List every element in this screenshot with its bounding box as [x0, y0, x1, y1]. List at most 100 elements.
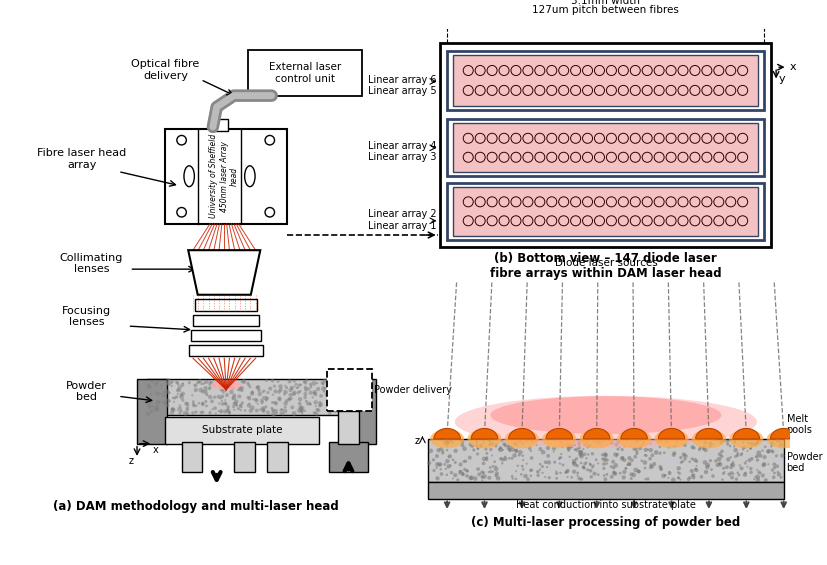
Circle shape: [198, 388, 203, 392]
Circle shape: [654, 133, 664, 144]
Circle shape: [179, 394, 184, 399]
Circle shape: [185, 408, 189, 412]
Circle shape: [630, 439, 632, 441]
Circle shape: [677, 471, 679, 473]
Circle shape: [288, 398, 291, 401]
Circle shape: [265, 379, 268, 382]
Circle shape: [690, 216, 700, 226]
Circle shape: [170, 407, 174, 411]
Circle shape: [771, 449, 773, 452]
Circle shape: [748, 458, 752, 462]
Circle shape: [588, 445, 590, 447]
Circle shape: [177, 136, 186, 145]
Circle shape: [239, 386, 244, 390]
Circle shape: [317, 408, 320, 412]
Circle shape: [476, 444, 478, 447]
Circle shape: [463, 66, 473, 76]
Circle shape: [485, 456, 488, 459]
Circle shape: [330, 409, 332, 411]
Circle shape: [514, 449, 519, 453]
Circle shape: [480, 475, 485, 479]
Circle shape: [297, 408, 301, 413]
Circle shape: [221, 402, 224, 406]
Circle shape: [602, 467, 605, 470]
Circle shape: [736, 453, 739, 457]
Circle shape: [731, 463, 735, 467]
Circle shape: [325, 392, 329, 396]
Circle shape: [623, 458, 626, 462]
Circle shape: [313, 392, 318, 396]
Circle shape: [643, 454, 646, 457]
Circle shape: [495, 466, 497, 468]
Circle shape: [665, 440, 668, 443]
Circle shape: [747, 466, 748, 468]
Circle shape: [598, 441, 601, 445]
Circle shape: [463, 133, 473, 144]
Circle shape: [566, 438, 568, 441]
Circle shape: [530, 439, 534, 443]
Circle shape: [203, 389, 208, 394]
Circle shape: [452, 458, 454, 461]
Circle shape: [635, 452, 638, 455]
Circle shape: [709, 441, 713, 446]
Circle shape: [234, 402, 237, 406]
Text: (a) DAM methodology and multi-laser head: (a) DAM methodology and multi-laser head: [53, 499, 339, 512]
Circle shape: [488, 443, 491, 446]
Circle shape: [630, 216, 640, 226]
Circle shape: [738, 66, 748, 76]
Circle shape: [265, 207, 275, 217]
Circle shape: [734, 448, 738, 453]
Circle shape: [200, 383, 203, 385]
Circle shape: [762, 455, 767, 459]
Circle shape: [495, 471, 499, 476]
Circle shape: [171, 407, 174, 411]
Circle shape: [523, 66, 533, 76]
Polygon shape: [771, 428, 797, 439]
Circle shape: [150, 409, 154, 413]
Circle shape: [342, 389, 346, 392]
Circle shape: [777, 471, 779, 473]
Circle shape: [168, 392, 170, 394]
Circle shape: [298, 384, 301, 387]
Circle shape: [298, 402, 302, 406]
Circle shape: [592, 464, 595, 467]
Circle shape: [649, 463, 653, 466]
Circle shape: [564, 471, 566, 474]
Ellipse shape: [617, 429, 651, 449]
Circle shape: [658, 465, 662, 468]
Circle shape: [509, 450, 511, 453]
Circle shape: [188, 405, 189, 407]
Circle shape: [288, 379, 292, 384]
Circle shape: [589, 444, 592, 447]
Bar: [267, 442, 288, 472]
Circle shape: [502, 442, 506, 446]
Circle shape: [572, 470, 576, 474]
Circle shape: [726, 216, 736, 226]
Circle shape: [690, 469, 694, 473]
Circle shape: [292, 390, 297, 395]
Circle shape: [160, 393, 162, 395]
Circle shape: [544, 476, 546, 478]
Circle shape: [157, 407, 160, 409]
Circle shape: [440, 472, 443, 476]
Bar: [211, 119, 228, 131]
Circle shape: [271, 408, 275, 412]
Circle shape: [222, 410, 227, 414]
Circle shape: [705, 463, 710, 467]
Circle shape: [518, 454, 521, 457]
Circle shape: [236, 405, 238, 407]
Circle shape: [741, 453, 743, 455]
Circle shape: [762, 462, 767, 466]
Circle shape: [198, 379, 202, 383]
Circle shape: [725, 438, 729, 443]
Circle shape: [637, 470, 641, 473]
Circle shape: [566, 442, 571, 447]
Circle shape: [691, 474, 694, 476]
Circle shape: [750, 447, 752, 449]
Circle shape: [445, 459, 450, 463]
Circle shape: [743, 446, 746, 449]
Circle shape: [226, 408, 230, 411]
Circle shape: [523, 152, 533, 162]
Circle shape: [690, 133, 700, 144]
Circle shape: [163, 390, 166, 393]
